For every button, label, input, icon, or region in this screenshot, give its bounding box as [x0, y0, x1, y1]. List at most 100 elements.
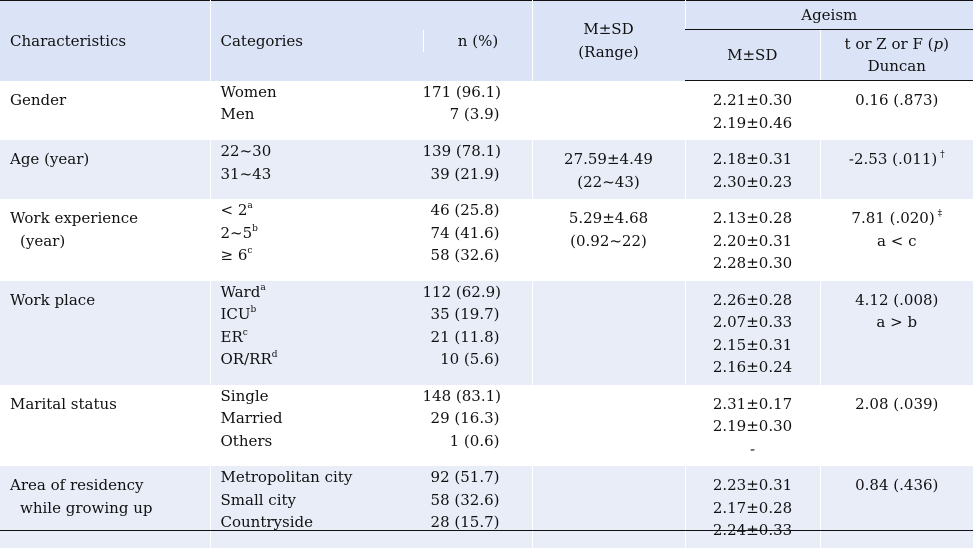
ageism-msd-value: 2.19±0.46 [686, 112, 820, 135]
test-value: 7.81 (.020) ‡ [821, 207, 973, 230]
msd-value: 5.29±4.68 [533, 207, 685, 230]
table-row: Gender Women Men 171 (96.1)7 (3.9) 2.21±0.30… [0, 81, 973, 141]
category-label: Women [221, 83, 277, 101]
category-text: Married [221, 407, 345, 430]
category-text: Warda [221, 281, 345, 304]
n-column: 139 (78.1)39 (21.9) [423, 140, 533, 185]
n-column: 148 (83.1)29 (16.3)1 (0.6) [423, 385, 533, 453]
category-text: Men [221, 103, 345, 126]
test-label: a < c [877, 232, 916, 250]
category-text: Small city [221, 489, 353, 512]
category-label: ≥ 6 [221, 246, 248, 264]
characteristic-text: Age (year) [10, 148, 210, 171]
cell-categories-n: Women Men 171 (96.1)7 (3.9) [210, 81, 532, 141]
n-column: 46 (25.8)74 (41.6)58 (32.6) [431, 199, 533, 267]
test-label: -2.53 (.011) [849, 150, 937, 168]
test-value: 0.16 (.873) [821, 89, 973, 112]
header-characteristics: Characteristics [0, 1, 210, 81]
ageism-msd-value: 2.15±0.31 [686, 334, 820, 357]
category-text: ERc [221, 326, 345, 349]
test-value: 4.12 (.008) [821, 289, 973, 312]
category-label: 22~30 [221, 142, 272, 160]
category-superscript: a [247, 201, 252, 211]
cell-test: 4.12 (.008)a > b [820, 281, 973, 385]
cell-characteristic: Gender [0, 81, 210, 141]
cell-test: -2.53 (.011) † [820, 140, 973, 199]
category-label: ER [221, 328, 243, 346]
n-value: 46 (25.8) [431, 199, 500, 222]
test-superscript: † [937, 150, 944, 160]
ageism-msd-value: 2.18±0.31 [686, 148, 820, 171]
category-superscript: a [260, 283, 265, 293]
cell-characteristic: Marital status [0, 385, 210, 467]
msd-value: 27.59±4.49 [533, 148, 685, 171]
cell-characteristic: Work experience(year) [0, 199, 210, 281]
test-label: 0.16 (.873) [855, 91, 938, 109]
category-superscript: c [247, 246, 252, 256]
category-label: Men [221, 105, 255, 123]
test-label: 0.84 (.436) [855, 476, 938, 494]
category-text: Metropolitan city [221, 466, 353, 489]
ageism-msd-value: - [686, 438, 820, 461]
cell-test: 0.16 (.873) [820, 81, 973, 141]
ageism-msd-value: 2.26±0.28 [686, 289, 820, 312]
category-text: < 2a [221, 199, 353, 222]
ageism-msd-value: 2.21±0.30 [686, 89, 820, 112]
ageism-msd-value: 2.17±0.28 [686, 497, 820, 520]
category-superscript: c [243, 328, 248, 338]
ageism-msd-value: 2.20±0.31 [686, 230, 820, 253]
category-label: Ward [221, 283, 261, 301]
category-label: Others [221, 432, 273, 450]
characteristic-text: Gender [10, 89, 210, 112]
n-value: 112 (62.9) [423, 281, 500, 304]
n-value: 29 (16.3) [423, 407, 500, 430]
header-categories-n: Categories n (%) [210, 1, 532, 81]
test-value: a > b [821, 311, 973, 334]
table-body: Gender Women Men 171 (96.1)7 (3.9) 2.21±0.30… [0, 81, 973, 548]
n-value: 139 (78.1) [423, 140, 500, 163]
msd-value: (0.92~22) [533, 230, 685, 253]
category-text: 22~30 [221, 140, 345, 163]
category-label: ICU [221, 305, 251, 323]
cell-msd-range [532, 385, 685, 467]
n-value: 92 (51.7) [431, 466, 500, 489]
characteristic-text: Work experience [10, 207, 210, 230]
category-label: OR/RR [221, 350, 272, 368]
ageism-msd-value: 2.28±0.30 [686, 252, 820, 275]
ageism-msd-value: 2.13±0.28 [686, 207, 820, 230]
ageism-msd-value: 2.16±0.24 [686, 356, 820, 379]
n-value: 58 (32.6) [431, 244, 500, 267]
characteristic-text: Work place [10, 289, 210, 312]
category-text: ≥ 6c [221, 244, 353, 267]
n-column: 171 (96.1)7 (3.9) [423, 81, 533, 126]
msd-value: (22~43) [533, 171, 685, 194]
category-column: Women Men [211, 81, 345, 126]
category-text: ICUb [221, 303, 345, 326]
test-value: -2.53 (.011) † [821, 148, 973, 171]
table-header: Characteristics Categories n (%) M±SD (R… [0, 1, 973, 81]
category-label: Small city [221, 491, 297, 509]
n-value: 39 (21.9) [423, 163, 500, 186]
header-test: t or Z or F (p) Duncan [820, 30, 973, 81]
cell-msd-range [532, 81, 685, 141]
category-text: Others [221, 430, 345, 453]
header-msd-range: M±SD (Range) [532, 1, 685, 81]
ageism-msd-value: 2.07±0.33 [686, 311, 820, 334]
ageism-msd-value: 2.23±0.31 [686, 474, 820, 497]
category-superscript: d [272, 350, 278, 360]
header-categories: Categories [211, 30, 423, 53]
ageism-msd-value: 2.31±0.17 [686, 393, 820, 416]
